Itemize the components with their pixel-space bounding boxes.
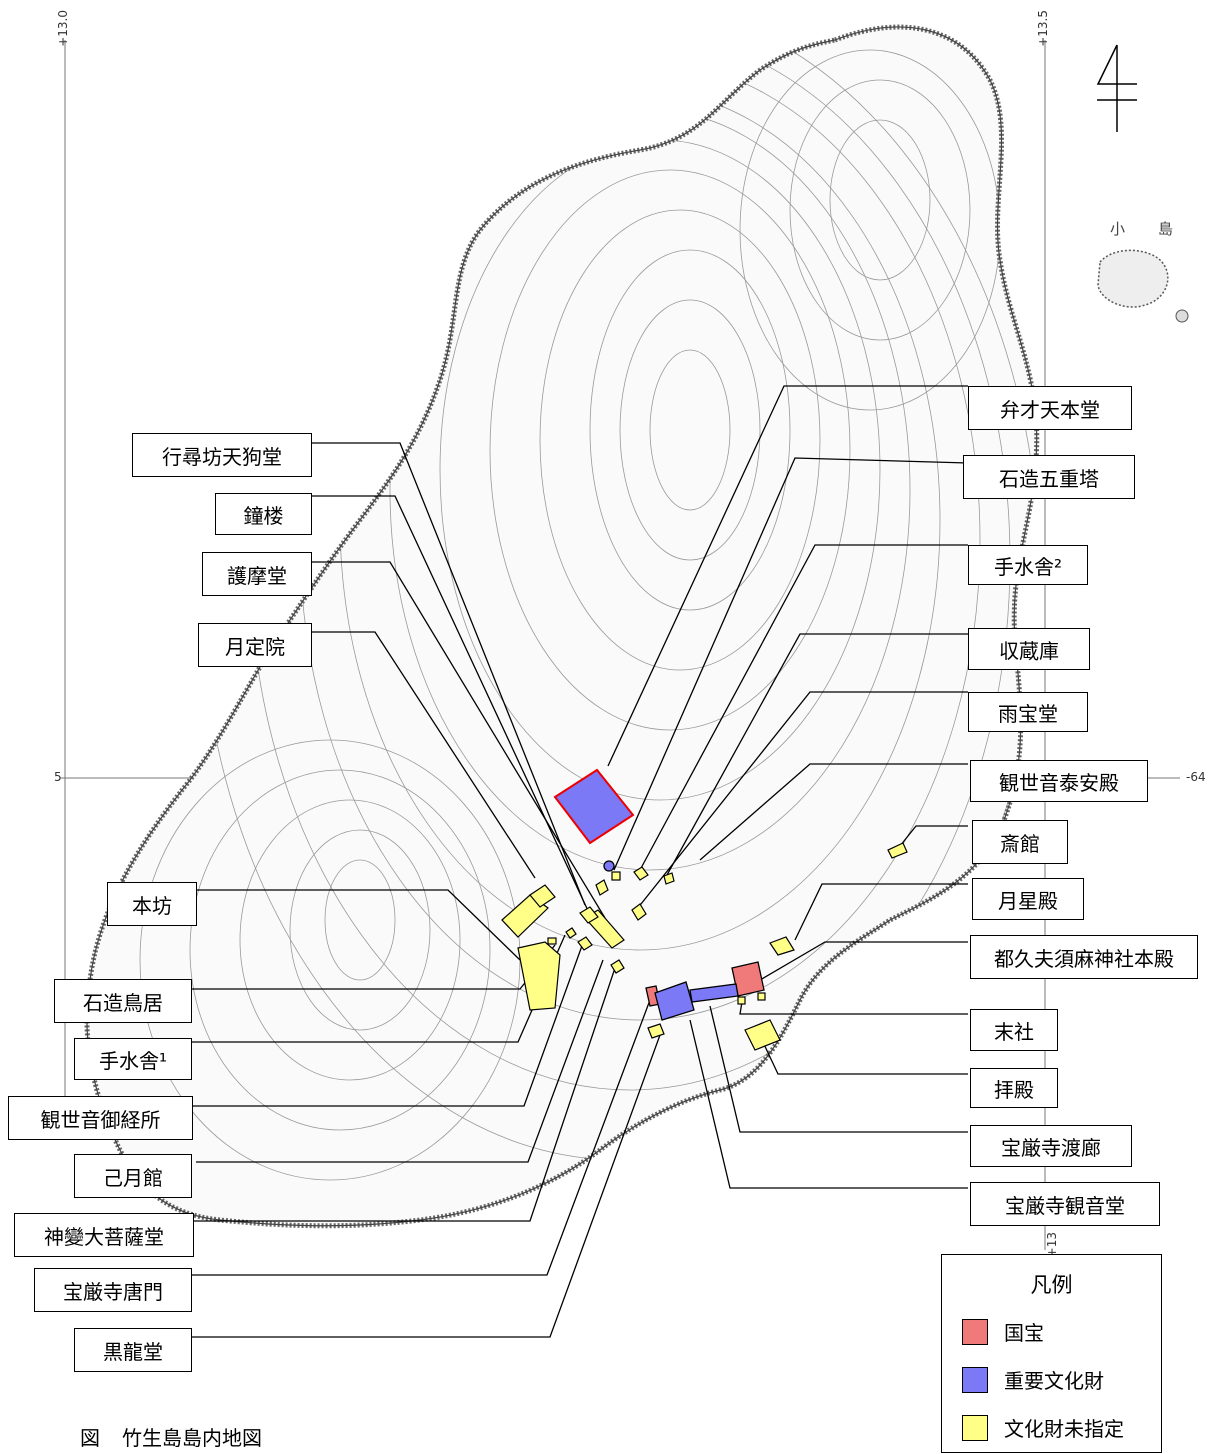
legend: 凡例 国宝 重要文化財 文化財未指定 — [941, 1254, 1162, 1453]
label-gojuto: 石造五重塔 — [963, 455, 1135, 499]
taianden — [663, 872, 675, 885]
label-gatsujoin: 月定院 — [198, 623, 312, 667]
temizu2 — [611, 871, 621, 881]
label-taianden: 観世音泰安殿 — [970, 760, 1148, 802]
islet-shape — [1097, 249, 1169, 308]
coord-left-mid: 5 — [54, 770, 62, 784]
gesseiden — [769, 936, 795, 956]
label-kogetsukan: 己月館 — [74, 1154, 192, 1198]
jinpen — [565, 927, 577, 939]
kannondo — [654, 981, 695, 1021]
watarirou — [689, 983, 739, 1003]
coord-top-right: +13.5 — [1036, 10, 1050, 47]
kokuryudo — [647, 1023, 665, 1039]
label-jinpen: 神變大菩薩堂 — [14, 1213, 194, 1257]
label-tsukubusuma: 都久夫須麻神社本殿 — [970, 935, 1198, 979]
benzaiten-hondo — [553, 768, 635, 845]
legend-item-national-treasure: 国宝 — [962, 1317, 1044, 1346]
honbo-main — [517, 941, 561, 1011]
legend-swatch-red — [962, 1318, 988, 1345]
label-temizu2: 手水舎² — [968, 545, 1088, 585]
legend-label-important-property: 重要文化財 — [1004, 1369, 1104, 1393]
honbo-a — [501, 894, 549, 938]
non-designated-buildings — [501, 842, 908, 1051]
label-torii: 石造鳥居 — [54, 979, 192, 1023]
label-tengudo: 行尋坊天狗堂 — [132, 433, 312, 477]
label-shuzoko: 収蔵庫 — [968, 628, 1090, 670]
legend-item-important-property: 重要文化財 — [962, 1365, 1104, 1394]
caption-title: 竹生島島内地図 — [122, 1426, 262, 1450]
karamon — [610, 959, 625, 974]
kogetsukan — [577, 936, 593, 951]
legend-item-non-designated: 文化財未指定 — [962, 1413, 1124, 1442]
caption-prefix: 図 — [80, 1426, 100, 1450]
label-massha: 末社 — [970, 1009, 1058, 1051]
label-haiden: 拝殿 — [970, 1068, 1058, 1108]
label-honbo: 本坊 — [107, 882, 197, 926]
shoro — [579, 906, 599, 924]
label-karamon: 宝厳寺唐門 — [34, 1268, 192, 1312]
label-gomado: 護摩堂 — [202, 552, 312, 596]
figure-caption: 図竹生島島内地図 — [80, 1422, 284, 1451]
label-watarirou: 宝厳寺渡廊 — [970, 1125, 1132, 1167]
north-arrow-icon — [1096, 44, 1137, 132]
legend-swatch-yellow — [962, 1414, 988, 1441]
label-saikan: 斎館 — [972, 820, 1068, 864]
coord-top-left: +13.0 — [56, 10, 70, 47]
label-kokuryudo: 黒龍堂 — [74, 1328, 192, 1372]
legend-label-non-designated: 文化財未指定 — [1004, 1417, 1124, 1441]
label-uhodo: 雨宝堂 — [968, 692, 1088, 732]
label-benzaiten-hondo: 弁才天本堂 — [968, 386, 1132, 430]
label-temizu1: 手水舎¹ — [74, 1038, 192, 1080]
massha2 — [757, 992, 766, 1001]
label-gesseiden: 月星殿 — [972, 878, 1084, 920]
haiden — [744, 1019, 781, 1051]
gojuto — [603, 860, 615, 872]
coord-right-mid: -64 — [1186, 770, 1206, 784]
temizu1 — [547, 937, 557, 945]
islet-label-2: 島 — [1158, 220, 1174, 238]
islet-label-1: 小 — [1110, 220, 1126, 238]
legend-title: 凡例 — [1030, 1273, 1073, 1297]
label-shoro: 鐘楼 — [215, 493, 312, 535]
saikan — [887, 842, 908, 859]
label-gokyosho: 観世音御経所 — [8, 1096, 193, 1140]
massha1 — [737, 996, 746, 1005]
legend-swatch-blue — [962, 1366, 988, 1393]
extra1 — [595, 879, 609, 896]
honbo-b — [529, 884, 556, 908]
label-kannondo: 宝厳寺観音堂 — [970, 1182, 1160, 1226]
important-property-buildings — [553, 768, 739, 1021]
shuzoko — [633, 866, 649, 881]
uhodo — [631, 903, 647, 921]
legend-label-national-treasure: 国宝 — [1004, 1321, 1044, 1345]
